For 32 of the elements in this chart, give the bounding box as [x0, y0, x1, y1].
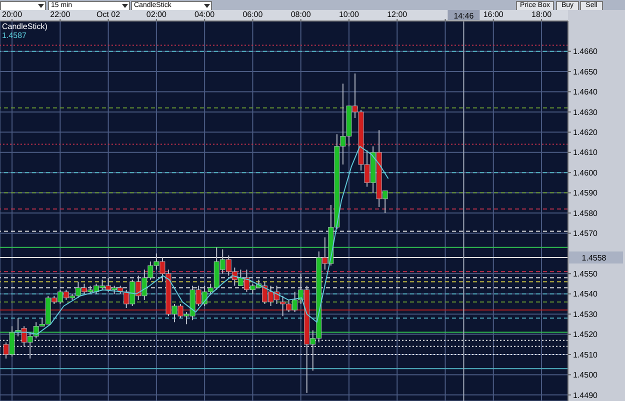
x-tick-label: 18:00 — [532, 10, 552, 19]
y-tick-label: 1.4620 — [573, 128, 598, 138]
annotation: CandleStick) — [2, 22, 48, 31]
x-tick-label: Oct 02 — [96, 10, 121, 19]
y-tick-label: 1.4580 — [573, 208, 598, 218]
x-tick-label: 10:00 — [338, 10, 360, 19]
y-tick-label: 1.4570 — [573, 229, 598, 238]
y-tick-label: 1.4530 — [573, 310, 598, 319]
y-tick-label: 1.4650 — [573, 67, 598, 76]
y-tick-label: 1.4550 — [573, 270, 598, 278]
y-tick-label: 1.4610 — [573, 148, 598, 158]
y-tick-label: 1.4520 — [573, 330, 598, 340]
y-tick-label: 1.4600 — [573, 168, 598, 178]
x-tick-label: 08:00 — [290, 10, 312, 19]
ref-line-label: 1.4558 — [582, 253, 607, 262]
y-tick-label: 1.4490 — [573, 390, 598, 400]
y-tick-label: 1.4590 — [573, 188, 598, 198]
x-tick-label: 02:00 — [146, 10, 167, 19]
ref-line-label: 14:46 — [454, 12, 474, 20]
x-tick-label: 06:00 — [242, 10, 264, 19]
x-tick-label: 12:00 — [387, 10, 408, 19]
y-tick-label: 1.4540 — [573, 290, 598, 299]
x-tick-label: 20:00 — [2, 10, 23, 19]
y-tick-label: 1.4510 — [573, 350, 598, 360]
y-tick-label: 1.4660 — [573, 47, 598, 56]
y-tick-label: 1.4630 — [573, 108, 598, 117]
y-tick-label: 1.4640 — [573, 88, 598, 97]
x-tick-label: 04:00 — [194, 10, 216, 19]
x-tick-label: 16:00 — [483, 10, 504, 19]
y-tick-label: 1.4500 — [573, 370, 598, 380]
annotation: 1.4587 — [2, 31, 28, 40]
x-tick-label: 22:00 — [50, 10, 71, 19]
